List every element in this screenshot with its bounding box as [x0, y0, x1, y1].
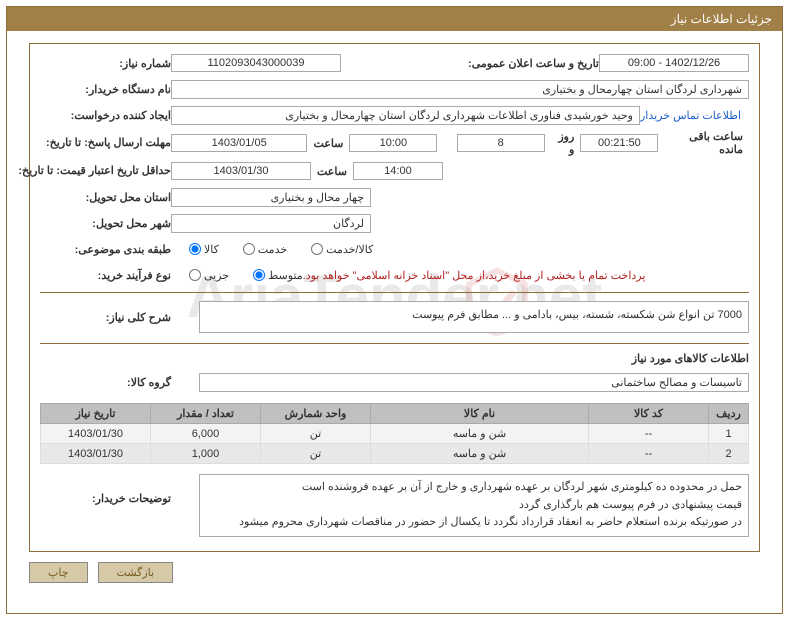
price-validity-time: 14:00 [353, 162, 443, 180]
buyer-note-line: حمل در محدوده ده کیلومتری شهر لردگان بر … [206, 479, 742, 497]
table-cell: -- [589, 424, 709, 444]
buyer-org-label: نام دستگاه خریدار: [46, 83, 171, 96]
buyer-note-line: قیمت پیشنهادی در فرم پیوست هم بارگذاری گ… [206, 497, 742, 515]
requester-value: وحید خورشیدی فناوری اطلاعات شهرداری لردگ… [171, 106, 640, 125]
table-cell: تن [261, 444, 371, 464]
announce-label: تاریخ و ساعت اعلان عمومی: [468, 57, 599, 70]
goods-table-header: واحد شمارش [261, 404, 371, 424]
purchase-type-label-text: جزیی [204, 269, 229, 282]
need-number-label: شماره نیاز: [46, 57, 171, 70]
days-and-label: روز و [551, 130, 575, 156]
buyer-notes-box: حمل در محدوده ده کیلومتری شهر لردگان بر … [199, 474, 749, 537]
goods-group-label: گروه کالا: [46, 376, 171, 389]
table-cell: 1,000 [151, 444, 261, 464]
buyer-note-line: در صورتیکه برنده استعلام حاضر به انعقاد … [206, 514, 742, 532]
purchase-type-radio[interactable] [253, 269, 265, 281]
table-row: 1--شن و ماسهتن6,0001403/01/30 [41, 424, 749, 444]
need-number-value: 1102093043000039 [171, 54, 341, 72]
requester-label: ایجاد کننده درخواست: [46, 109, 171, 122]
days-count: 8 [457, 134, 545, 152]
category-radio-group: کالا خدمت کالا/خدمت [171, 243, 373, 256]
buyer-notes-label: توضیحات خریدار: [46, 474, 171, 505]
category-label-text: کالا [204, 243, 219, 256]
panel-title: جزئیات اطلاعات نیاز [671, 12, 772, 26]
table-cell: 1403/01/30 [41, 424, 151, 444]
purchase-type-label-text: متوسط [268, 269, 303, 282]
goods-group-value: تاسیسات و مصالح ساختمانی [199, 373, 749, 392]
goods-table: ردیفکد کالانام کالاواحد شمارشتعداد / مقد… [40, 403, 749, 464]
back-button[interactable]: بازگشت [98, 562, 174, 583]
category-option[interactable]: کالا/خدمت [311, 243, 373, 256]
price-validity-label: حداقل تاریخ اعتبار قیمت: تا تاریخ: [46, 164, 171, 178]
panel-header: جزئیات اطلاعات نیاز [7, 7, 782, 31]
goods-table-header: نام کالا [371, 404, 589, 424]
table-cell: 1403/01/30 [41, 444, 151, 464]
category-option[interactable]: کالا [189, 243, 219, 256]
purchase-type-label: نوع فرآیند خرید: [46, 269, 171, 282]
delivery-province-label: استان محل تحویل: [46, 191, 171, 204]
goods-table-header: کد کالا [589, 404, 709, 424]
table-cell: 6,000 [151, 424, 261, 444]
goods-section-title: اطلاعات کالاهای مورد نیاز [40, 352, 749, 365]
reply-deadline-time: 10:00 [349, 134, 437, 152]
category-label-text: خدمت [258, 243, 287, 256]
time-label-1: ساعت [313, 137, 343, 150]
delivery-city-label: شهر محل تحویل: [46, 217, 171, 230]
purchase-type-option[interactable]: جزیی [189, 269, 229, 282]
table-cell: 1 [709, 424, 749, 444]
remaining-label: ساعت باقی مانده [664, 130, 743, 156]
buyer-org-value: شهرداری لردگان استان چهارمحال و بختیاری [171, 80, 749, 99]
category-label: طبقه بندی موضوعی: [46, 243, 171, 256]
summary-label: شرح کلی نیاز: [46, 311, 171, 324]
table-cell: -- [589, 444, 709, 464]
buyer-contact-link[interactable]: اطلاعات تماس خریدار [640, 109, 741, 122]
delivery-province-value: چهار محال و بختیاری [171, 188, 371, 207]
payment-notice: پرداخت تمام یا بخشی از مبلغ خرید،از محل … [303, 269, 646, 282]
countdown-value: 00:21:50 [580, 134, 658, 152]
table-cell: شن و ماسه [371, 444, 589, 464]
goods-table-header: تاریخ نیاز [41, 404, 151, 424]
category-radio[interactable] [311, 243, 323, 255]
category-option[interactable]: خدمت [243, 243, 287, 256]
table-cell: تن [261, 424, 371, 444]
purchase-type-radio[interactable] [189, 269, 201, 281]
print-button[interactable]: چاپ [29, 562, 88, 583]
purchase-type-option[interactable]: متوسط [253, 269, 303, 282]
delivery-city-value: لردگان [171, 214, 371, 233]
goods-table-header: ردیف [709, 404, 749, 424]
table-cell: شن و ماسه [371, 424, 589, 444]
reply-deadline-date: 1403/01/05 [171, 134, 308, 152]
price-validity-date: 1403/01/30 [171, 162, 311, 180]
goods-table-header: تعداد / مقدار [151, 404, 261, 424]
category-label-text: کالا/خدمت [326, 243, 373, 256]
reply-deadline-label: مهلت ارسال پاسخ: تا تاریخ: [46, 136, 171, 150]
purchase-type-radio-group: جزیی متوسط [171, 269, 303, 282]
summary-text: 7000 تن انواع شن شکسته، شسته، بیس، بادام… [199, 301, 749, 333]
category-radio[interactable] [189, 243, 201, 255]
time-label-2: ساعت [317, 165, 347, 178]
table-cell: 2 [709, 444, 749, 464]
table-row: 2--شن و ماسهتن1,0001403/01/30 [41, 444, 749, 464]
announce-value: 1402/12/26 - 09:00 [599, 54, 749, 72]
category-radio[interactable] [243, 243, 255, 255]
